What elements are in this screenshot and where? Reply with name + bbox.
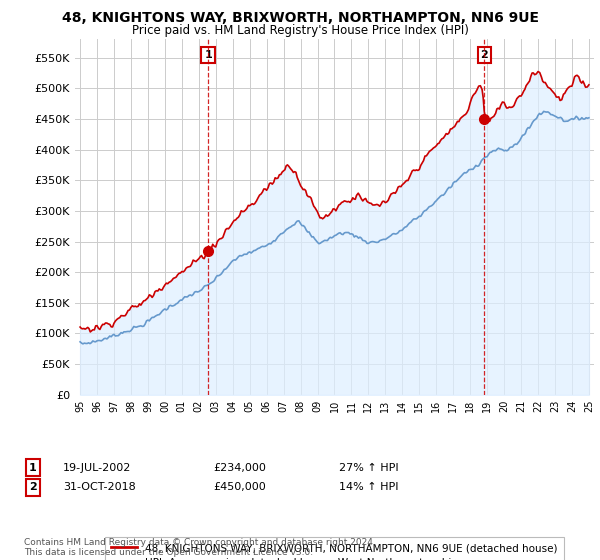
Text: £450,000: £450,000 — [213, 482, 266, 492]
Text: 1: 1 — [204, 50, 212, 60]
Text: 48, KNIGHTONS WAY, BRIXWORTH, NORTHAMPTON, NN6 9UE: 48, KNIGHTONS WAY, BRIXWORTH, NORTHAMPTO… — [62, 11, 539, 25]
Legend: 48, KNIGHTONS WAY, BRIXWORTH, NORTHAMPTON, NN6 9UE (detached house), HPI: Averag: 48, KNIGHTONS WAY, BRIXWORTH, NORTHAMPTO… — [105, 537, 564, 560]
Text: £234,000: £234,000 — [213, 463, 266, 473]
Text: 1: 1 — [29, 463, 37, 473]
Text: 2: 2 — [29, 482, 37, 492]
Text: 14% ↑ HPI: 14% ↑ HPI — [339, 482, 398, 492]
Text: Price paid vs. HM Land Registry's House Price Index (HPI): Price paid vs. HM Land Registry's House … — [131, 24, 469, 36]
Text: 27% ↑ HPI: 27% ↑ HPI — [339, 463, 398, 473]
Text: 19-JUL-2002: 19-JUL-2002 — [63, 463, 131, 473]
Text: 31-OCT-2018: 31-OCT-2018 — [63, 482, 136, 492]
Text: 2: 2 — [481, 50, 488, 60]
Text: Contains HM Land Registry data © Crown copyright and database right 2024.
This d: Contains HM Land Registry data © Crown c… — [24, 538, 376, 557]
